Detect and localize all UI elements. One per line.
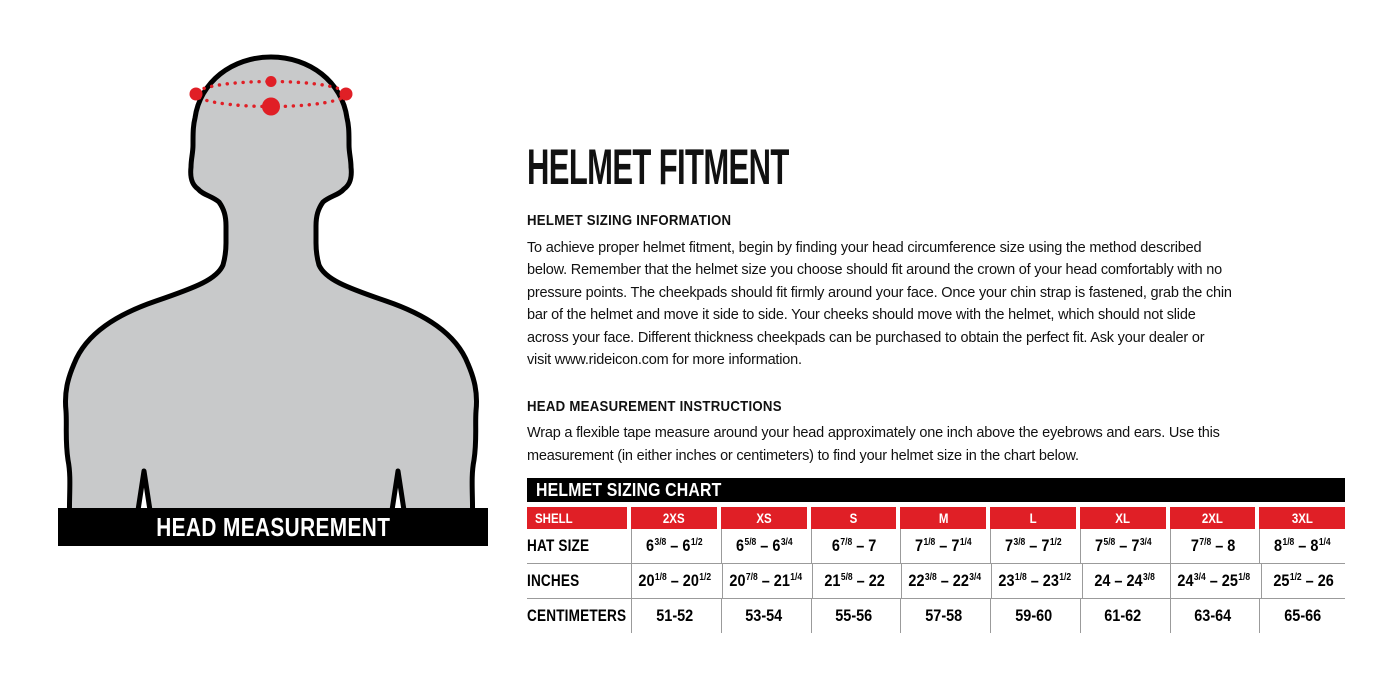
size-header-cell: 3XL xyxy=(1259,507,1345,529)
size-value-cell: 57-58 xyxy=(900,599,986,633)
size-value-cell: 251/2 – 26 xyxy=(1260,564,1345,598)
size-value-cell: 81/8 – 81/4 xyxy=(1259,529,1345,563)
shell-header-cell: SHELL xyxy=(527,507,627,529)
measurement-dot-right xyxy=(339,87,353,101)
head-measurement-instructions-text: Wrap a flexible tape measure around your… xyxy=(527,425,1220,464)
size-value-cell: 65/8 – 63/4 xyxy=(720,529,807,563)
helmet-sizing-information-text: To achieve proper helmet fitment, begin … xyxy=(527,239,1232,369)
sizing-chart-title: HELMET SIZING CHART xyxy=(536,479,722,500)
sizing-chart-body: HAT SIZE 63/8 – 61/2 65/8 – 63/4 67/8 – 7 71… xyxy=(527,529,1345,633)
sizing-chart-title-bar: HELMET SIZING CHART xyxy=(527,478,1345,502)
size-header-cell: L xyxy=(990,507,1076,529)
size-value-cell: 55-56 xyxy=(810,599,897,633)
head-measurement-banner-label: HEAD MEASUREMENT xyxy=(155,511,391,542)
page-title: HELMET FITMENT xyxy=(527,139,789,195)
size-header-cell: M xyxy=(900,507,986,529)
size-header-cell: S xyxy=(810,507,897,529)
size-value-cell: 75/8 – 73/4 xyxy=(1079,529,1166,563)
helmet-fitment-content: HELMET FITMENT HELMET SIZING INFORMATION… xyxy=(527,142,1232,494)
heading-head-measurement-instructions: HEAD MEASUREMENT INSTRUCTIONS xyxy=(527,397,782,415)
helmet-sizing-chart: HELMET SIZING CHART SHELL 2XS XS S M L XL 2XL 3X… xyxy=(527,478,1345,633)
size-value-cell: 71/8 – 71/4 xyxy=(900,529,986,563)
measurement-dot-left xyxy=(189,87,203,101)
head-silhouette xyxy=(63,54,479,533)
size-value-cell: 231/8 – 231/2 xyxy=(991,564,1078,598)
size-value-cell: 67/8 – 7 xyxy=(810,529,897,563)
size-value-cell: 63-64 xyxy=(1169,599,1256,633)
size-value-cell: 51-52 xyxy=(631,599,717,633)
measurement-dot-top xyxy=(265,76,277,87)
sizing-chart-row: HAT SIZE 63/8 – 61/2 65/8 – 63/4 67/8 – 7 71… xyxy=(527,529,1345,563)
size-value-cell: 59-60 xyxy=(990,599,1076,633)
size-value-cell: 77/8 – 8 xyxy=(1169,529,1256,563)
row-label-cell: CENTIMETERS xyxy=(527,606,627,625)
size-value-cell: 207/8 – 211/4 xyxy=(721,564,809,598)
size-value-cell: 24 – 243/8 xyxy=(1081,564,1166,598)
sizing-chart-row: INCHES 201/8 – 201/2 207/8 – 211/4 215/8 – … xyxy=(527,563,1345,598)
size-header-cell: 2XL xyxy=(1169,507,1256,529)
head-measurement-banner: HEAD MEASUREMENT xyxy=(58,508,488,546)
measurement-dot-front xyxy=(262,97,280,116)
size-header-cell: XL xyxy=(1079,507,1166,529)
size-value-cell: 215/8 – 22 xyxy=(812,564,896,598)
size-header-cell: 2XS xyxy=(631,507,717,529)
body-silhouette-shape xyxy=(63,54,479,533)
sizing-chart-header-row: SHELL 2XS XS S M L XL 2XL 3XL xyxy=(527,507,1345,529)
size-value-cell: 73/8 – 71/2 xyxy=(990,529,1076,563)
size-value-cell: 65-66 xyxy=(1259,599,1345,633)
size-value-cell: 53-54 xyxy=(720,599,807,633)
size-header-cell: XS xyxy=(720,507,807,529)
size-value-cell: 61-62 xyxy=(1079,599,1166,633)
size-value-cell: 201/8 – 201/2 xyxy=(631,564,718,598)
row-label-cell: HAT SIZE xyxy=(527,536,590,555)
size-value-cell: 63/8 – 61/2 xyxy=(631,529,717,563)
size-value-cell: 223/8 – 223/4 xyxy=(900,564,988,598)
head-measurement-figure: HEAD MEASUREMENT xyxy=(40,30,510,560)
heading-helmet-sizing-information: HELMET SIZING INFORMATION xyxy=(527,212,732,229)
row-label-cell: INCHES xyxy=(527,571,580,590)
sizing-chart-row: CENTIMETERS 51-52 53-54 55-56 57-58 59-60 61-6… xyxy=(527,598,1345,633)
size-value-cell: 243/4 – 251/8 xyxy=(1170,564,1257,598)
